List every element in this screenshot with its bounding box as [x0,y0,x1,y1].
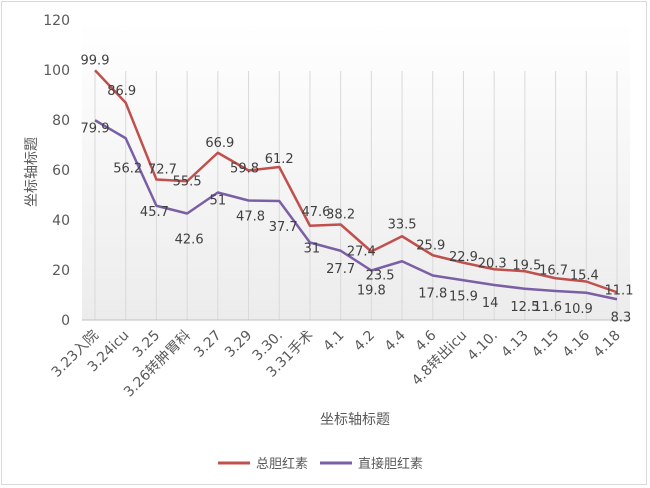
data-labels: 99.9 86.9 72.755.5 66.9 59.8 61.2 47.638.2 27.4… [81,53,634,325]
legend-label: 总胆红素 [256,456,308,472]
data-label: 61.2 [265,152,294,167]
y-axis-title: 坐标轴标题 [24,137,40,207]
data-label: 47.8 [236,210,265,225]
data-label: 47.6 [301,205,330,220]
data-label: 22.9 [449,250,478,265]
x-axis-ticks: 3.23入院3.24icu3.253.26转肿胃科3.273.293.30.3.… [49,327,624,400]
series-line-total-bilirubin [94,69,618,294]
x-tick-label: 4.1 [320,328,347,355]
data-label: 25.9 [416,238,445,253]
x-tick-label: 4.10. [465,328,502,365]
data-label: 99.9 [81,53,110,68]
y-axis-ticks: 0 20 40 60 80 100 120 [43,13,70,329]
y-tick-label: 20 [52,263,70,279]
data-label: 8.3 [611,310,632,325]
data-label: 10.9 [564,302,593,317]
plot-area [82,20,630,320]
data-label: 55.5 [173,174,202,189]
legend-label: 直接胆红素 [358,456,423,472]
data-label: 56.2 [113,161,142,176]
x-tick-label: 4.13 [498,328,531,361]
x-axis-title: 坐标轴标题 [320,412,390,428]
data-label: 45.7 [140,205,169,220]
data-label: 79.9 [81,121,110,136]
legend: 总胆红素 直接胆红素 [218,456,423,472]
data-label: 11.6 [533,300,562,315]
y-tick-label: 40 [52,213,70,229]
x-tick-label: 3.27 [191,328,224,361]
data-label: 15.9 [449,289,478,304]
data-label: 33.5 [388,217,417,232]
data-label: 38.2 [326,208,355,223]
data-label: 66.9 [205,136,234,151]
x-tick-label: 4.15 [529,328,562,361]
data-label: 23.5 [366,268,395,283]
y-tick-label: 60 [52,163,70,179]
data-label: 86.9 [107,84,136,99]
data-label: 14 [482,296,499,311]
data-label: 17.8 [418,287,447,302]
data-label: 51 [210,194,227,209]
series-line-direct-bilirubin [94,119,618,301]
x-tick-label: 4.4 [382,327,409,354]
y-tick-label: 100 [43,63,70,79]
data-label: 72.7 [148,163,177,178]
data-label: 27.7 [326,262,355,277]
data-label: 20.3 [478,256,507,271]
data-label: 19.8 [357,284,386,299]
x-tick-label: 3.29 [222,328,255,361]
y-tick-label: 0 [61,313,70,329]
data-label: 27.4 [347,245,376,260]
data-label: 11.1 [605,283,634,298]
data-label: 16.7 [539,263,568,278]
data-label: 31 [304,242,321,257]
x-tick-label: 4.16 [560,327,593,360]
data-label: 12.5 [510,300,539,315]
gridlines [82,71,630,321]
y-tick-label: 120 [43,13,70,29]
series-lines [94,69,618,301]
data-label: 59.8 [230,162,259,177]
x-tick-label: 4.18 [590,328,623,361]
data-label: 37.7 [269,220,298,235]
data-label: 42.6 [175,233,204,248]
x-tick-label: 4.2 [351,328,378,355]
data-label: 19.5 [512,258,541,273]
y-tick-label: 80 [52,113,70,129]
data-label: 15.4 [570,269,599,284]
